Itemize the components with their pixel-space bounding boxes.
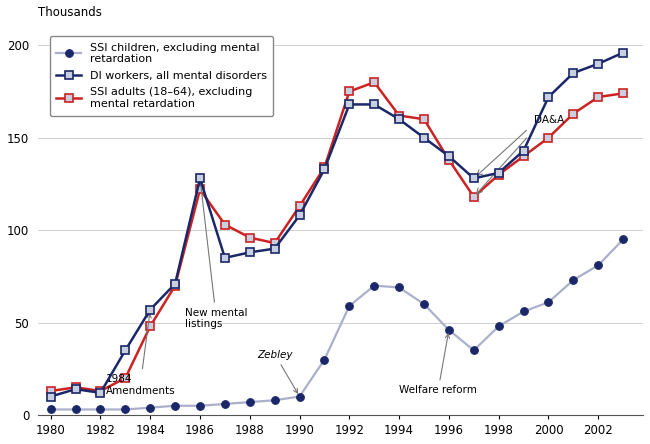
DI workers, all mental disorders	[196, 176, 204, 181]
DI workers, all mental disorders	[146, 307, 154, 312]
DI workers, all mental disorders	[370, 102, 378, 107]
SSI children, excluding mental
retardation	[445, 327, 453, 333]
SSI children, excluding mental
retardation	[271, 397, 279, 403]
DI workers, all mental disorders	[495, 170, 502, 175]
SSI adults (18–64), excluding
mental retardation	[72, 385, 79, 390]
DI workers, all mental disorders	[320, 166, 328, 172]
SSI children, excluding mental
retardation	[345, 303, 353, 309]
DI workers, all mental disorders	[545, 95, 552, 100]
DI workers, all mental disorders	[445, 154, 453, 159]
DI workers, all mental disorders	[271, 246, 279, 251]
Text: New mental
listings: New mental listings	[185, 182, 248, 329]
DI workers, all mental disorders	[470, 176, 478, 181]
Legend: SSI children, excluding mental
retardation, DI workers, all mental disorders, SS: SSI children, excluding mental retardati…	[50, 36, 274, 116]
SSI adults (18–64), excluding
mental retardation	[545, 135, 552, 140]
SSI adults (18–64), excluding
mental retardation	[520, 154, 528, 159]
Line: DI workers, all mental disorders: DI workers, all mental disorders	[47, 48, 627, 400]
Text: Thousands: Thousands	[38, 6, 102, 19]
DI workers, all mental disorders	[594, 61, 602, 67]
DI workers, all mental disorders	[569, 70, 577, 75]
SSI adults (18–64), excluding
mental retardation	[395, 113, 403, 118]
SSI children, excluding mental
retardation	[171, 403, 179, 408]
DI workers, all mental disorders	[520, 148, 528, 153]
Text: DA&A: DA&A	[534, 115, 564, 125]
Text: Welfare reform: Welfare reform	[399, 334, 477, 396]
SSI adults (18–64), excluding
mental retardation	[320, 165, 328, 170]
SSI children, excluding mental
retardation	[47, 407, 55, 412]
SSI children, excluding mental
retardation	[370, 283, 378, 288]
SSI adults (18–64), excluding
mental retardation	[97, 388, 105, 394]
SSI adults (18–64), excluding
mental retardation	[445, 157, 453, 163]
SSI adults (18–64), excluding
mental retardation	[122, 375, 129, 381]
DI workers, all mental disorders	[122, 348, 129, 353]
DI workers, all mental disorders	[246, 250, 254, 255]
SSI adults (18–64), excluding
mental retardation	[271, 241, 279, 246]
DI workers, all mental disorders	[296, 213, 304, 218]
SSI adults (18–64), excluding
mental retardation	[246, 235, 254, 240]
SSI adults (18–64), excluding
mental retardation	[495, 172, 502, 177]
SSI adults (18–64), excluding
mental retardation	[296, 203, 304, 209]
SSI adults (18–64), excluding
mental retardation	[370, 79, 378, 85]
SSI children, excluding mental
retardation	[395, 285, 403, 290]
SSI children, excluding mental
retardation	[619, 237, 627, 242]
DI workers, all mental disorders	[395, 117, 403, 122]
DI workers, all mental disorders	[171, 281, 179, 286]
SSI adults (18–64), excluding
mental retardation	[619, 91, 627, 96]
DI workers, all mental disorders	[72, 386, 79, 392]
SSI children, excluding mental
retardation	[122, 407, 129, 412]
SSI adults (18–64), excluding
mental retardation	[196, 187, 204, 192]
SSI children, excluding mental
retardation	[569, 278, 577, 283]
SSI children, excluding mental
retardation	[470, 348, 478, 353]
DI workers, all mental disorders	[97, 390, 105, 396]
SSI children, excluding mental
retardation	[97, 407, 105, 412]
SSI children, excluding mental
retardation	[594, 262, 602, 268]
SSI children, excluding mental
retardation	[320, 357, 328, 362]
SSI adults (18–64), excluding
mental retardation	[47, 388, 55, 394]
SSI children, excluding mental
retardation	[246, 400, 254, 405]
Text: Zebley: Zebley	[257, 349, 298, 393]
Line: SSI children, excluding mental
retardation: SSI children, excluding mental retardati…	[47, 236, 627, 413]
DI workers, all mental disorders	[420, 135, 428, 140]
SSI adults (18–64), excluding
mental retardation	[345, 89, 353, 94]
SSI children, excluding mental
retardation	[495, 324, 502, 329]
SSI adults (18–64), excluding
mental retardation	[146, 324, 154, 329]
SSI adults (18–64), excluding
mental retardation	[420, 117, 428, 122]
DI workers, all mental disorders	[619, 50, 627, 56]
SSI adults (18–64), excluding
mental retardation	[221, 222, 229, 227]
DI workers, all mental disorders	[47, 394, 55, 399]
Line: SSI adults (18–64), excluding
mental retardation: SSI adults (18–64), excluding mental ret…	[47, 78, 627, 395]
SSI children, excluding mental
retardation	[420, 301, 428, 307]
SSI adults (18–64), excluding
mental retardation	[594, 95, 602, 100]
SSI children, excluding mental
retardation	[296, 394, 304, 399]
DI workers, all mental disorders	[221, 255, 229, 261]
Text: 1984
Amendments: 1984 Amendments	[105, 313, 175, 396]
SSI children, excluding mental
retardation	[146, 405, 154, 410]
SSI adults (18–64), excluding
mental retardation	[569, 111, 577, 116]
SSI children, excluding mental
retardation	[221, 401, 229, 407]
DI workers, all mental disorders	[345, 102, 353, 107]
SSI children, excluding mental
retardation	[520, 309, 528, 314]
SSI children, excluding mental
retardation	[545, 300, 552, 305]
SSI adults (18–64), excluding
mental retardation	[171, 283, 179, 288]
SSI adults (18–64), excluding
mental retardation	[470, 194, 478, 199]
SSI children, excluding mental
retardation	[196, 403, 204, 408]
SSI children, excluding mental
retardation	[72, 407, 79, 412]
